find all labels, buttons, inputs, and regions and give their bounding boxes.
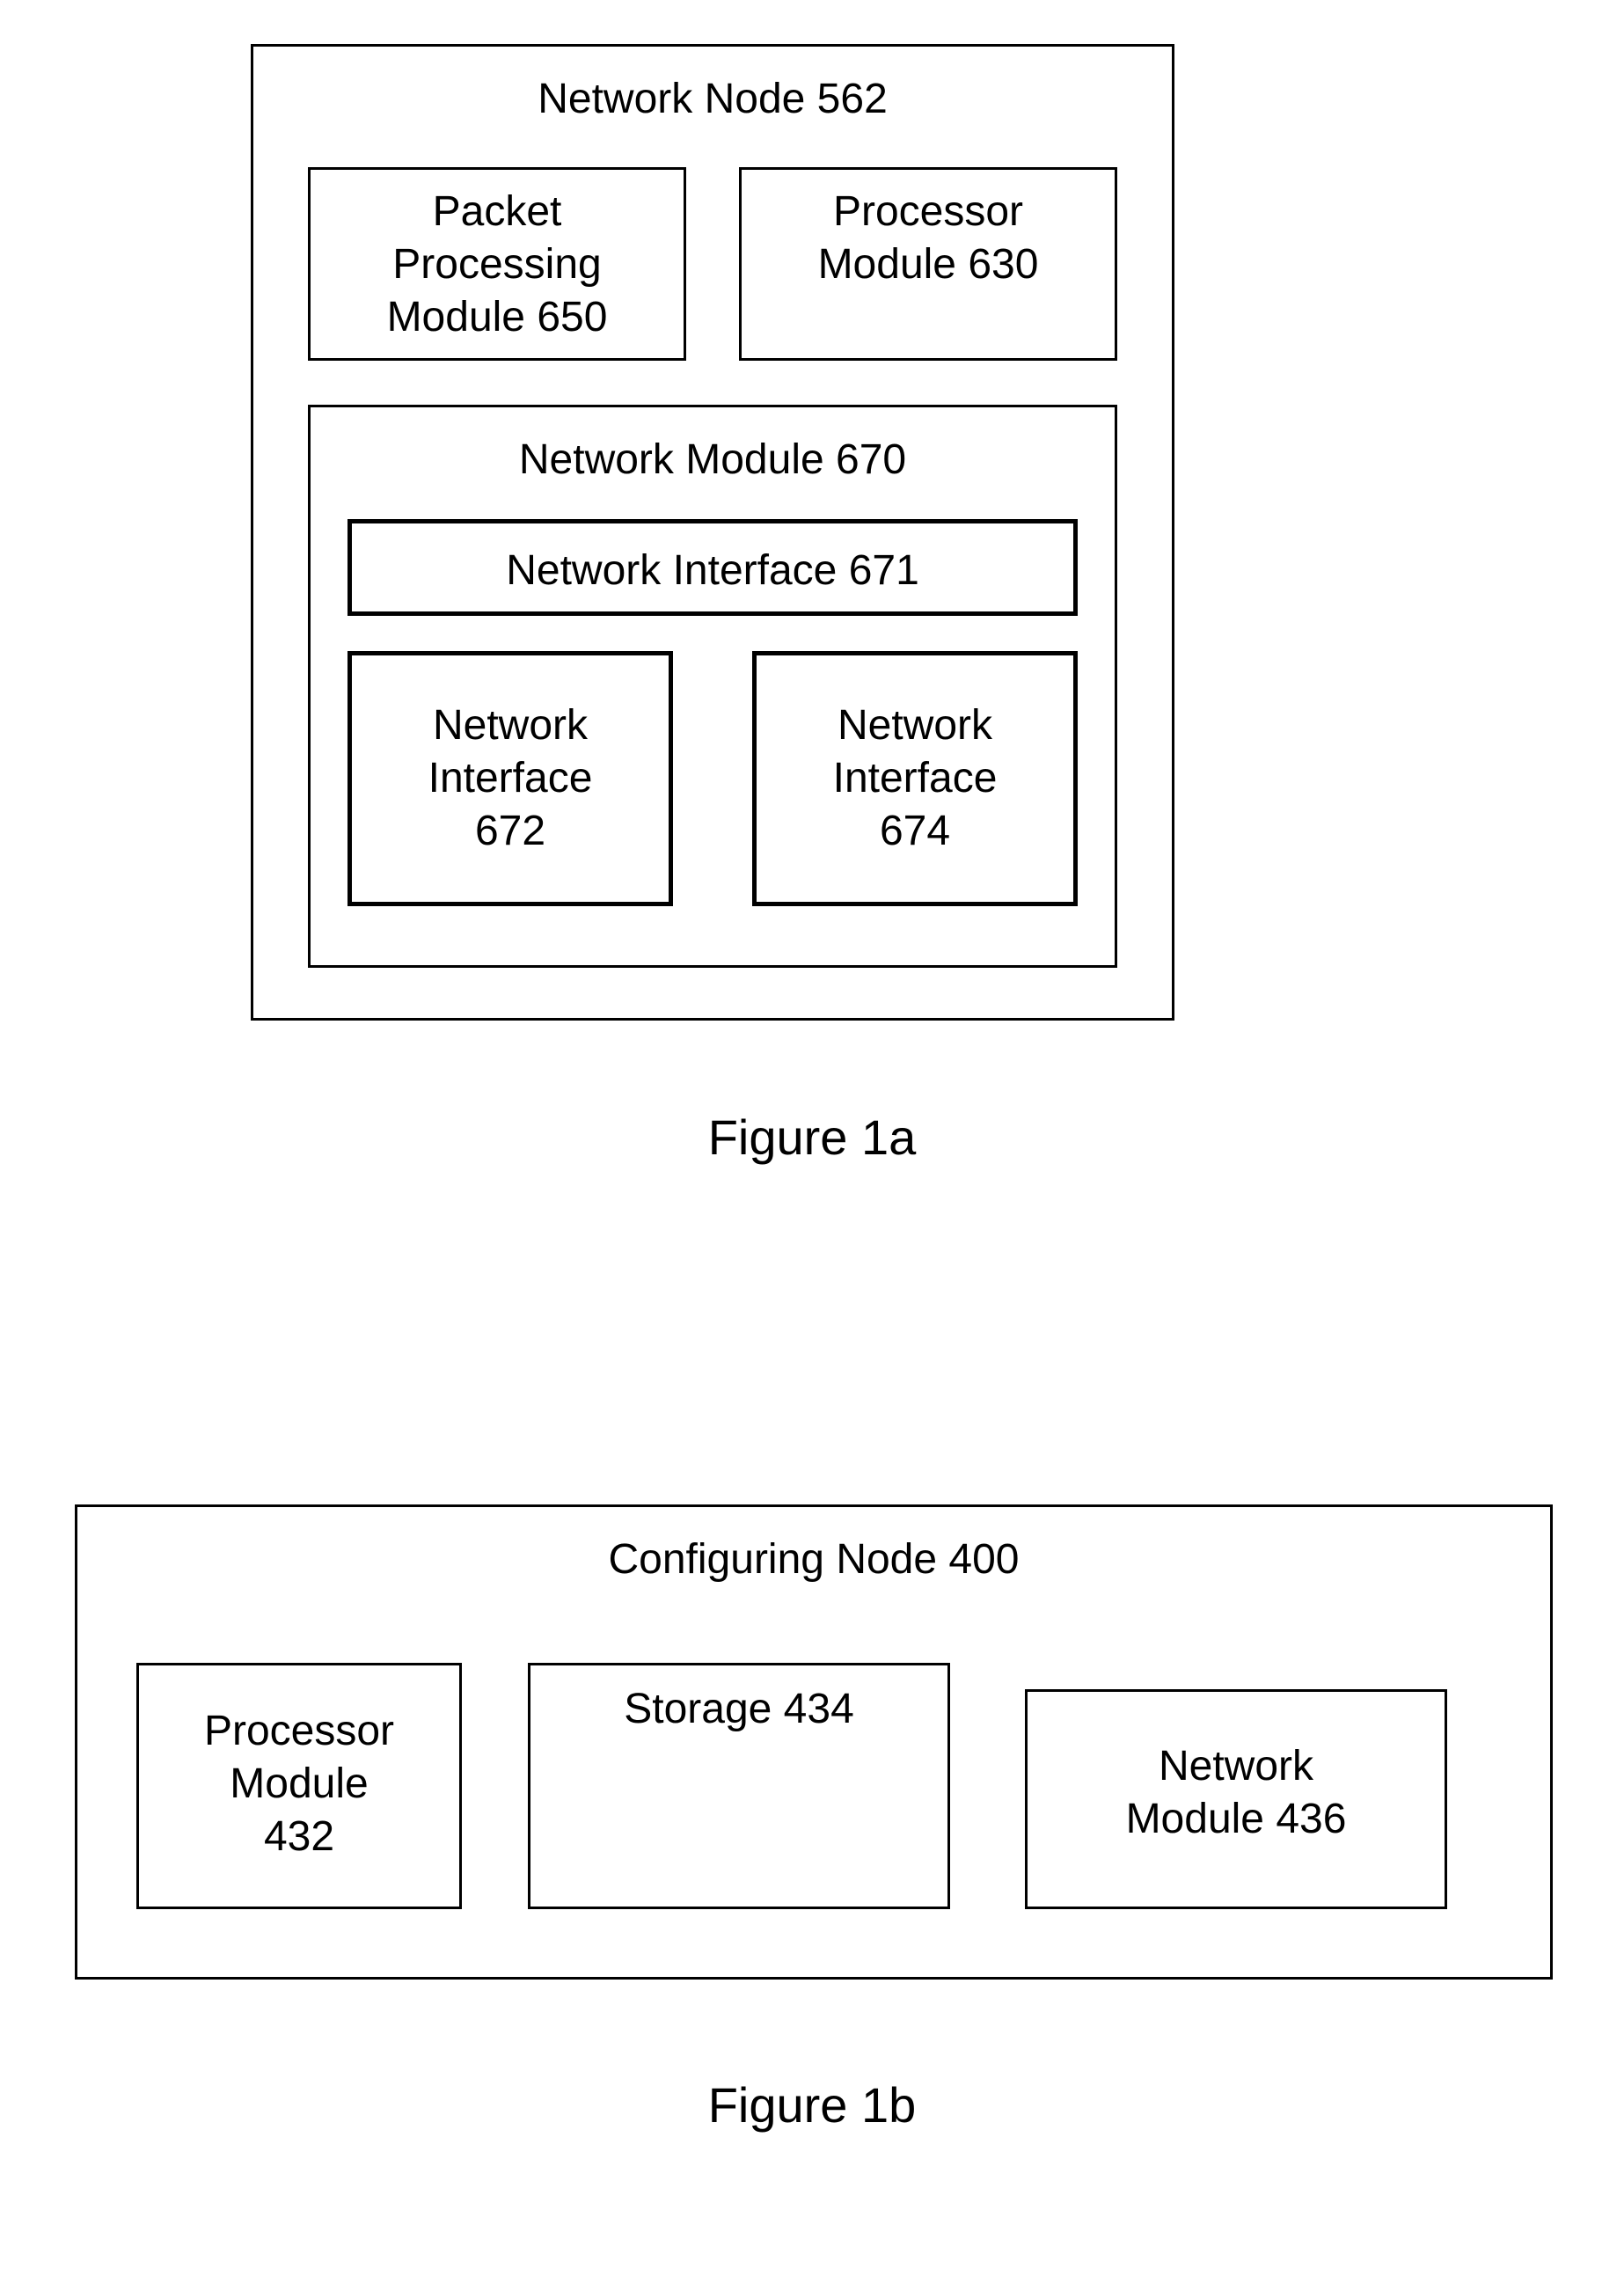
- processor-module-432-line1: Processor: [204, 1708, 394, 1754]
- processor-module-630-label: Processor Module 630: [742, 186, 1115, 291]
- processor-module-630-box: Processor Module 630: [739, 167, 1117, 361]
- figure-1b-caption: Figure 1b: [0, 2076, 1624, 2134]
- network-module-436-line1: Network: [1159, 1743, 1313, 1790]
- network-module-436-box: Network Module 436: [1025, 1689, 1447, 1909]
- network-interface-674-box: Network Interface 674: [752, 651, 1078, 906]
- processor-module-432-line2: Module: [230, 1760, 368, 1807]
- network-interface-674-label: Network Interface 674: [757, 699, 1073, 858]
- storage-434-label: Storage 434: [530, 1683, 947, 1736]
- network-interface-671-box: Network Interface 671: [347, 519, 1078, 616]
- packet-processing-label: Packet Processing Module 650: [311, 186, 684, 344]
- network-interface-674-line2: Interface: [833, 755, 998, 801]
- network-node-562-label: Network Node 562: [253, 73, 1172, 126]
- configuring-node-400-label: Configuring Node 400: [77, 1533, 1550, 1586]
- packet-processing-line1: Packet: [433, 188, 562, 235]
- network-module-670-label: Network Module 670: [311, 434, 1115, 487]
- packet-processing-module-box: Packet Processing Module 650: [308, 167, 686, 361]
- network-interface-674-line1: Network: [838, 702, 992, 749]
- processor-module-432-line3: 432: [264, 1813, 334, 1860]
- network-interface-672-label: Network Interface 672: [352, 699, 669, 858]
- processor-module-432-box: Processor Module 432: [136, 1663, 462, 1909]
- processor-module-432-label: Processor Module 432: [139, 1705, 459, 1863]
- packet-processing-line3: Module 650: [387, 294, 608, 340]
- processor-module-630-line1: Processor: [833, 188, 1023, 235]
- processor-module-630-line2: Module 630: [818, 241, 1039, 288]
- network-interface-672-line2: Interface: [428, 755, 593, 801]
- storage-434-box: Storage 434: [528, 1663, 950, 1909]
- diagram-page: Network Node 562 Packet Processing Modul…: [0, 0, 1624, 2269]
- network-module-436-label: Network Module 436: [1028, 1740, 1445, 1846]
- network-interface-674-line3: 674: [880, 808, 950, 854]
- network-interface-672-line3: 672: [475, 808, 545, 854]
- figure-1a-caption: Figure 1a: [0, 1109, 1624, 1166]
- network-module-436-line2: Module 436: [1126, 1796, 1347, 1842]
- packet-processing-line2: Processing: [392, 241, 601, 288]
- network-interface-672-line1: Network: [433, 702, 588, 749]
- network-interface-671-label: Network Interface 671: [352, 545, 1073, 597]
- network-interface-672-box: Network Interface 672: [347, 651, 673, 906]
